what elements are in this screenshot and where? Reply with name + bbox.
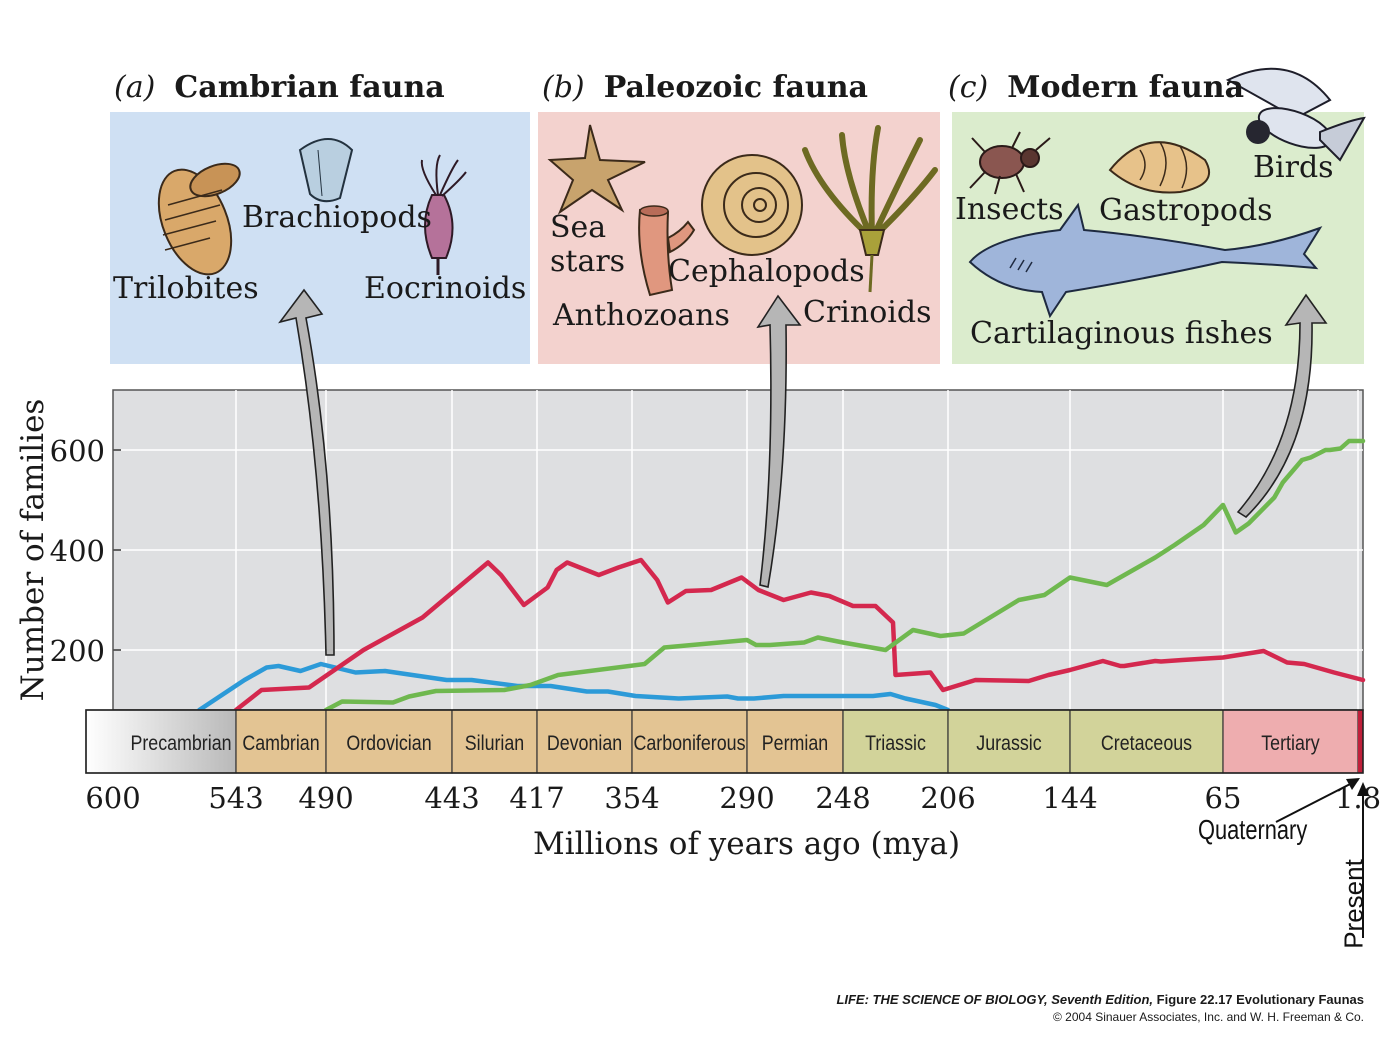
panel-c-title: (c) Modern fauna <box>948 70 1244 105</box>
period-label-jurassic: Jurassic <box>976 732 1042 756</box>
present-pointer <box>1357 782 1369 938</box>
period-label-precambrian: Precambrian <box>130 732 231 756</box>
label-crinoids: Crinoids <box>803 295 932 330</box>
arrow-to-modern-panel <box>1236 293 1328 519</box>
x-tick-label: 543 <box>208 781 263 815</box>
panel-a-title: (a) Cambrian fauna <box>114 70 445 105</box>
x-axis-ticks: 600 543 490 443 417 354 290 248 206 144 65 1.8 <box>85 781 1381 815</box>
period-label-triassic: Triassic <box>865 732 926 756</box>
series-lines <box>197 438 1366 713</box>
y-axis-ticks: 200 400 600 <box>50 434 121 668</box>
y-axis-title: Number of families <box>15 398 51 702</box>
gastropod-illustration <box>1108 141 1211 194</box>
shark-illustration <box>968 202 1323 319</box>
period-label-tertiary: Tertiary <box>1261 732 1320 756</box>
figure-credit-line-1: LIFE: THE SCIENCE OF BIOLOGY, Seventh Ed… <box>836 992 1364 1007</box>
x-tick-label: 600 <box>85 781 140 815</box>
label-birds: Birds <box>1253 150 1334 185</box>
anthozoan-illustration <box>638 205 696 297</box>
figure-credit-line-2: © 2004 Sinauer Associates, Inc. and W. H… <box>1053 1010 1364 1024</box>
label-gastropods: Gastropods <box>1099 193 1273 228</box>
x-tick-label: 443 <box>424 781 479 815</box>
x-tick-label: 490 <box>298 781 353 815</box>
panel-a-title-text: Cambrian fauna <box>174 70 445 105</box>
crinoid-illustration <box>802 125 938 293</box>
x-tick-label: 206 <box>920 781 975 815</box>
figure-caption: Figure 22.17 Evolutionary Faunas <box>1153 992 1364 1007</box>
period-label-carboniferous: Carboniferous <box>633 732 745 756</box>
label-sea: Sea <box>550 210 607 245</box>
period-block-quaternary <box>1358 710 1363 773</box>
brachiopod-illustration <box>298 138 354 203</box>
arrow-to-cambrian-panel <box>278 288 335 656</box>
quaternary-label: Quaternary <box>1198 814 1308 845</box>
label-cephalopods: Cephalopods <box>668 254 865 289</box>
cambrian-fauna-line <box>197 661 951 713</box>
panel-b-title-text: Paleozoic fauna <box>603 70 868 105</box>
period-label-silurian: Silurian <box>465 732 524 756</box>
y-tick-label: 600 <box>50 434 105 468</box>
modern-fauna-line <box>323 438 1366 713</box>
trilobite-illustration <box>157 162 241 276</box>
label-brachiopods: Brachiopods <box>242 200 432 235</box>
geologic-period-bar: Precambrian Cambrian Ordovician Silurian Dev… <box>85 709 1364 774</box>
period-label-permian: Permian <box>762 732 828 756</box>
period-block-carboniferous <box>631 709 748 774</box>
quaternary-pointer <box>1275 778 1360 823</box>
panel-b-title: (b) Paleozoic fauna <box>542 70 868 105</box>
eocrinoid-illustration <box>420 154 467 275</box>
period-block-triassic <box>842 709 949 774</box>
period-block-silurian <box>451 709 538 774</box>
x-tick-label: 144 <box>1042 781 1097 815</box>
label-trilobites: Trilobites <box>113 271 259 306</box>
insect-illustration <box>969 131 1051 195</box>
present-label: Present <box>1338 859 1369 949</box>
x-axis-title: Millions of years ago (mya) <box>533 826 961 862</box>
label-insects: Insects <box>955 192 1064 227</box>
period-label-cambrian: Cambrian <box>242 732 319 756</box>
x-tick-label: 417 <box>509 781 564 815</box>
gridlines <box>113 390 1363 710</box>
cephalopod-illustration <box>701 154 803 256</box>
label-eocrinoids: Eocrinoids <box>364 271 527 306</box>
period-block-permian <box>746 709 844 774</box>
label-cartilaginous-fishes: Cartilaginous fishes <box>970 316 1273 351</box>
label-anthozoans: Anthozoans <box>553 298 730 333</box>
period-label-cretaceous: Cretaceous <box>1101 732 1192 756</box>
x-tick-label: 1.8 <box>1335 781 1381 815</box>
y-tick-label: 200 <box>50 634 105 668</box>
x-tick-label: 354 <box>604 781 659 815</box>
label-stars: stars <box>550 244 626 279</box>
period-label-ordovician: Ordovician <box>346 732 431 756</box>
period-bar-frame <box>85 709 1364 774</box>
panel-c-title-text: Modern fauna <box>1007 70 1245 105</box>
x-tick-label: 65 <box>1205 781 1242 815</box>
panel-b-letter: (b) <box>542 70 585 105</box>
book-title: LIFE: THE SCIENCE OF BIOLOGY, Seventh Ed… <box>836 992 1154 1007</box>
sea-star-illustration <box>547 124 646 215</box>
period-block-jurassic <box>947 709 1071 774</box>
panel-c-letter: (c) <box>948 70 989 105</box>
x-tick-label: 248 <box>815 781 870 815</box>
paleozoic-fauna-line <box>233 557 1366 713</box>
x-tick-label: 290 <box>719 781 774 815</box>
bird-illustration <box>1225 67 1366 162</box>
y-tick-label: 400 <box>50 534 105 568</box>
panel-a-letter: (a) <box>114 70 156 105</box>
period-label-devonian: Devonian <box>547 732 622 756</box>
arrow-to-paleozoic-panel <box>756 294 802 588</box>
